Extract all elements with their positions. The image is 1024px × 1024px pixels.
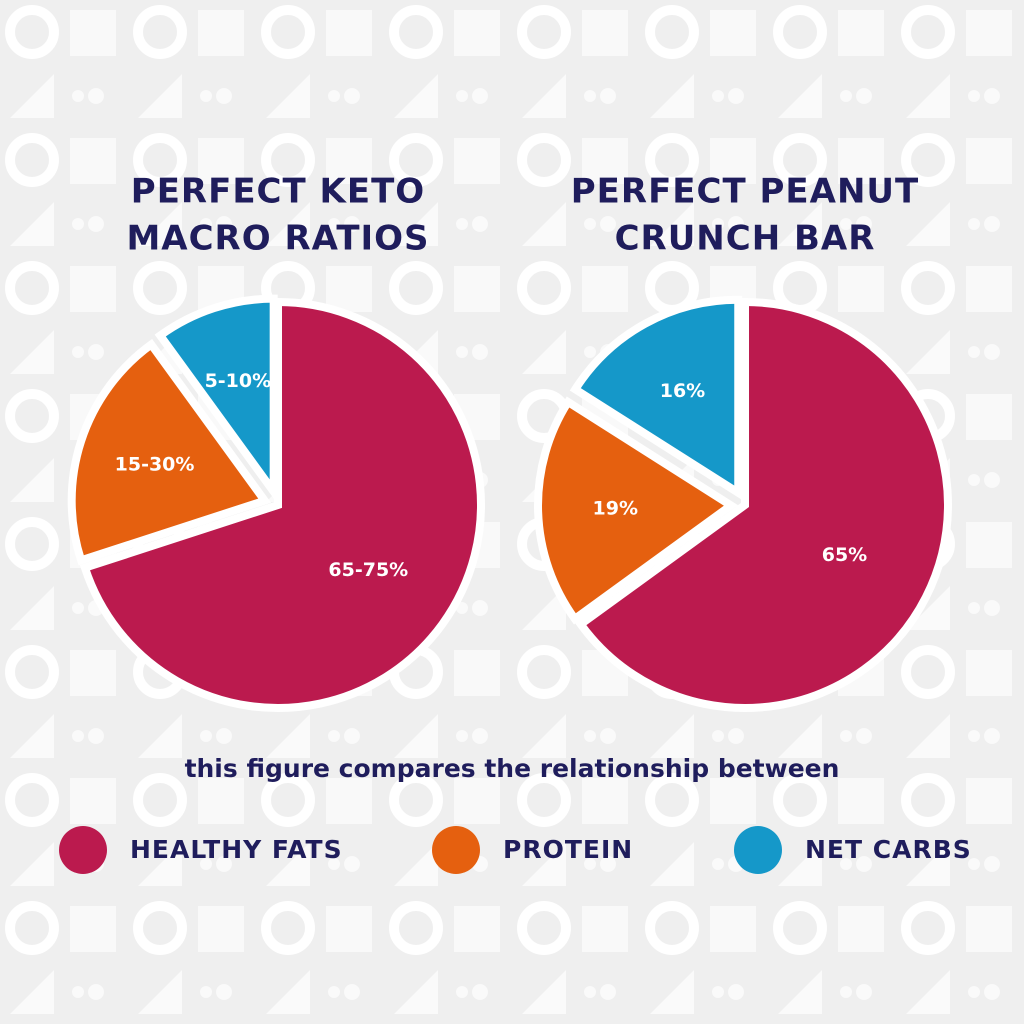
caption: this figure compares the relationship be… <box>185 754 840 783</box>
legend-label: PROTEIN <box>503 835 633 864</box>
value-label: 15-30% <box>115 453 195 475</box>
chart-title: MACRO RATIOS <box>126 219 429 259</box>
pie-slice <box>534 396 739 625</box>
value-label: 16% <box>660 380 705 402</box>
pie-slice <box>575 297 952 712</box>
legend-swatch <box>734 826 782 874</box>
pie-slice <box>154 294 278 504</box>
value-label: 5-10% <box>205 370 272 392</box>
pie-slice <box>569 295 743 501</box>
legend-swatch <box>432 826 480 874</box>
value-label: 19% <box>593 498 638 520</box>
legend-label: NET CARBS <box>805 835 972 864</box>
chart-title: PERFECT PEANUT <box>571 172 919 212</box>
pie-slice <box>79 297 485 712</box>
legend-label: HEALTHY FATS <box>130 835 343 864</box>
value-label: 65% <box>822 544 867 566</box>
chart-title: PERFECT KETO <box>131 172 425 212</box>
chart-title: CRUNCH BAR <box>615 219 876 259</box>
value-label: 65-75% <box>328 559 408 581</box>
pie-slice <box>67 338 272 566</box>
legend-swatch <box>59 826 107 874</box>
